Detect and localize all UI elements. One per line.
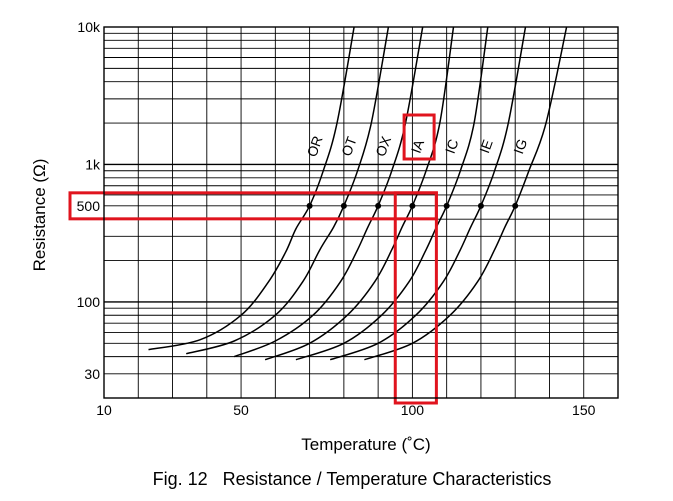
point-ig (512, 202, 519, 209)
y-tick-label: 30 (84, 366, 100, 382)
x-tick-label: 100 (401, 402, 425, 418)
highlight-box-ia (402, 113, 436, 161)
grid (104, 27, 618, 398)
x-tick-label: 50 (233, 402, 249, 418)
y-axis-title: Resistance (Ω) (30, 159, 49, 272)
curve-ig (364, 27, 568, 361)
marked-points (306, 202, 519, 209)
curve-or (148, 27, 355, 351)
curve-label-ie: IE (476, 137, 496, 155)
y-tick-label: 10k (77, 19, 101, 35)
highlight-boxes (68, 113, 438, 405)
point-or (306, 202, 313, 209)
curve-ox (233, 27, 424, 358)
x-axis-title: Temperature (˚C) (301, 435, 430, 454)
x-tick-label: 10 (96, 402, 112, 418)
point-ia (409, 202, 416, 209)
x-tick-label: 150 (572, 402, 596, 418)
curve-label-or: OR (303, 134, 325, 159)
curve-label-ox: OX (372, 133, 394, 158)
y-tick-label: 1k (85, 156, 101, 172)
tick-labels: 10 50 100 150 10k 1k 500 100 30 (74, 19, 596, 418)
curve-ie (329, 27, 527, 361)
figure-caption: Fig. 12 Resistance / Temperature Charact… (153, 469, 552, 489)
highlight-band-temperature (393, 191, 438, 405)
point-ie (477, 202, 484, 209)
curve-labels: OR OT OX IA IC IE IG (303, 133, 530, 158)
curve-label-ig: IG (510, 137, 530, 156)
plot-frame (103, 26, 619, 399)
curve-ic (295, 27, 489, 361)
point-ic (443, 202, 450, 209)
y-tick-label: 500 (77, 198, 101, 214)
curves (148, 27, 568, 361)
curve-ot (186, 27, 390, 355)
curve-label-ia: IA (408, 137, 428, 156)
point-ot (340, 202, 347, 209)
curve-ia (264, 27, 455, 361)
curve-label-ot: OT (338, 134, 360, 158)
y-tick-label-backdrop (74, 196, 102, 214)
curve-label-ic: IC (442, 137, 462, 156)
point-ox (375, 202, 382, 209)
y-tick-label: 100 (77, 294, 101, 310)
